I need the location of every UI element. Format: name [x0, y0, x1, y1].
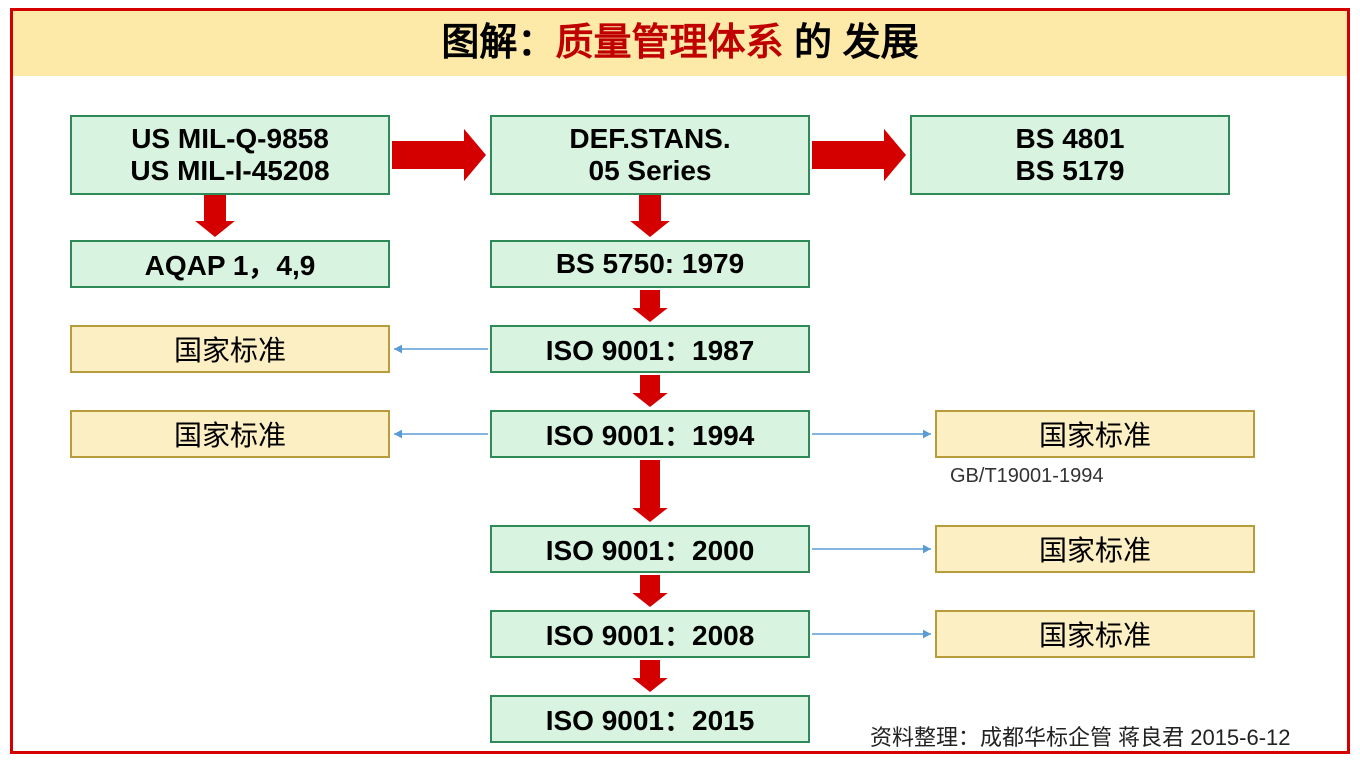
- node-iso1987: ISO 9001：1987: [490, 325, 810, 373]
- node-iso2008: ISO 9001：2008: [490, 610, 810, 658]
- node-natR2: 国家标准: [935, 525, 1255, 573]
- title-bar: 图解：质量管理体系 的 发展: [13, 11, 1347, 76]
- node-natL2: 国家标准: [70, 410, 390, 458]
- title-suffix: 的 发展: [783, 22, 918, 64]
- node-iso2015: ISO 9001：2015: [490, 695, 810, 743]
- footer-credit: 资料整理：成都华标企管 蒋良君 2015-6-12: [870, 720, 1291, 752]
- gb-subtext: GB/T19001-1994: [950, 465, 1103, 488]
- node-natR1: 国家标准: [935, 410, 1255, 458]
- node-natL1: 国家标准: [70, 325, 390, 373]
- title-highlight: 质量管理体系: [555, 22, 783, 64]
- node-iso1994: ISO 9001：1994: [490, 410, 810, 458]
- node-bs4801: BS 4801BS 5179: [910, 115, 1230, 195]
- node-iso2000: ISO 9001：2000: [490, 525, 810, 573]
- node-aqap: AQAP 1，4,9: [70, 240, 390, 288]
- node-bs5750: BS 5750: 1979: [490, 240, 810, 288]
- node-natR3: 国家标准: [935, 610, 1255, 658]
- node-defstan: DEF.STANS.05 Series: [490, 115, 810, 195]
- title-prefix: 图解：: [441, 22, 555, 64]
- node-usmil: US MIL-Q-9858US MIL-I-45208: [70, 115, 390, 195]
